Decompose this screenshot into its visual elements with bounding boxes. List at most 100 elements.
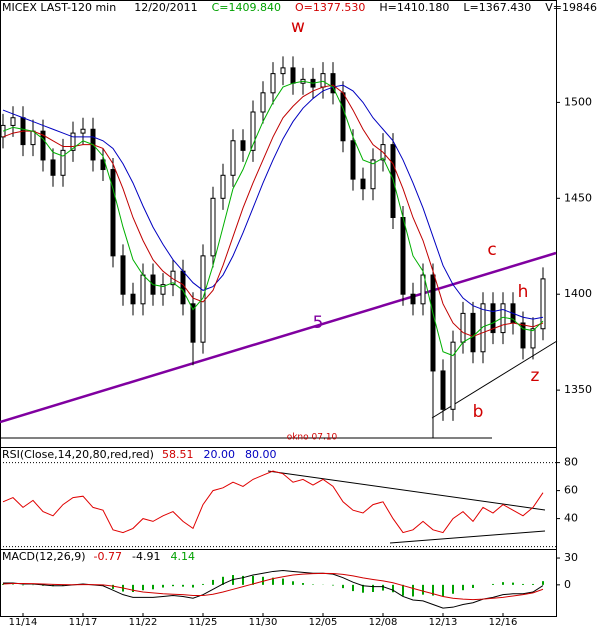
histogram-bar bbox=[302, 583, 304, 585]
y-tick-label: 60 bbox=[564, 484, 578, 497]
histogram-bar bbox=[252, 575, 254, 585]
candle-body bbox=[80, 128, 86, 134]
indicator-line bbox=[2, 470, 544, 534]
candle-body bbox=[420, 274, 426, 305]
header-value: 12/20/2011 bbox=[134, 1, 197, 14]
trend-line bbox=[0, 251, 557, 424]
histogram-bar bbox=[422, 584, 424, 595]
candle-body bbox=[50, 159, 56, 176]
x-tick-label: 11/17 bbox=[69, 617, 98, 628]
y-tick-label: 80 bbox=[564, 456, 578, 469]
candle-body bbox=[70, 132, 76, 151]
annotation: c bbox=[487, 240, 496, 260]
header-value: 4.14 bbox=[170, 550, 195, 563]
annotation: b bbox=[473, 402, 484, 422]
histogram-bar bbox=[142, 584, 144, 591]
histogram-bar bbox=[532, 583, 534, 585]
candle-body bbox=[340, 92, 346, 142]
candle-body bbox=[60, 149, 66, 176]
candle-body bbox=[190, 303, 196, 343]
candle-body bbox=[520, 322, 526, 349]
histogram-bar bbox=[472, 584, 474, 588]
histogram-bar bbox=[462, 584, 464, 591]
candle-body bbox=[180, 270, 186, 305]
x-tick-label: 12/05 bbox=[309, 617, 338, 628]
histogram-bar bbox=[292, 581, 294, 585]
histogram-bar bbox=[282, 578, 284, 585]
candle-body bbox=[540, 278, 546, 330]
header-value: 58.51 bbox=[162, 448, 194, 461]
histogram-bar bbox=[542, 581, 544, 585]
header-value: O=1377.530 bbox=[295, 1, 365, 14]
header-value: L=1367.430 bbox=[463, 1, 531, 14]
histogram-bar bbox=[112, 584, 114, 589]
header-value: 20.00 bbox=[203, 448, 235, 461]
annotation: w bbox=[291, 17, 305, 37]
candle-body bbox=[230, 140, 236, 176]
histogram-bar bbox=[382, 584, 384, 591]
histogram-bar bbox=[202, 583, 204, 585]
candle-body bbox=[40, 130, 46, 161]
histogram-bar bbox=[332, 584, 334, 586]
candle-body bbox=[470, 312, 476, 353]
candle-body bbox=[350, 140, 356, 180]
header-value: C=1409.840 bbox=[212, 1, 281, 14]
histogram-bar bbox=[442, 584, 444, 597]
x-tick-label: 11/14 bbox=[9, 617, 38, 628]
candle-body bbox=[140, 274, 146, 305]
histogram-bar bbox=[2, 583, 4, 585]
annotation: 5 bbox=[313, 313, 324, 333]
candle-body bbox=[10, 117, 16, 126]
moving-average bbox=[2, 84, 544, 320]
candle-body bbox=[250, 111, 256, 151]
candle-body bbox=[110, 169, 116, 257]
candle-body bbox=[450, 341, 456, 410]
header-value: 80.00 bbox=[245, 448, 277, 461]
candle-body bbox=[430, 274, 436, 372]
histogram-bar bbox=[502, 582, 504, 585]
candle-body bbox=[280, 67, 286, 75]
histogram-bar bbox=[432, 584, 434, 596]
histogram-bar bbox=[182, 584, 184, 587]
rsi-trend-line bbox=[389, 530, 546, 544]
candle-body bbox=[400, 216, 406, 295]
y-tick-label: 1400 bbox=[564, 287, 592, 300]
panel-title: MACD(12,26,9) bbox=[2, 550, 86, 563]
candle-body bbox=[360, 178, 366, 190]
candle-body bbox=[270, 73, 276, 94]
histogram-bar bbox=[152, 584, 154, 590]
y-tick-label: 40 bbox=[564, 512, 578, 525]
plot-frame bbox=[0, 0, 557, 617]
panel-title: RSI(Close,14,20,80,red,red) bbox=[2, 448, 154, 461]
candle-body bbox=[490, 303, 496, 334]
indicator-line bbox=[2, 572, 544, 601]
histogram-bar bbox=[512, 582, 514, 585]
histogram-bar bbox=[402, 584, 404, 596]
candle-body bbox=[370, 159, 376, 190]
candle-body bbox=[460, 312, 466, 343]
y-tick-label: 1500 bbox=[564, 95, 592, 108]
header-value: H=1410.180 bbox=[379, 1, 449, 14]
candle-body bbox=[480, 303, 486, 353]
histogram-bar bbox=[132, 584, 134, 592]
candle-body bbox=[120, 255, 126, 295]
moving-average bbox=[2, 80, 544, 357]
candle-body bbox=[440, 370, 446, 410]
histogram-bar bbox=[452, 584, 454, 594]
rsi-trend-line bbox=[267, 470, 546, 511]
histogram-bar bbox=[392, 584, 394, 593]
candle-body bbox=[530, 328, 536, 349]
candle-body bbox=[410, 293, 416, 305]
candle-body bbox=[330, 73, 336, 94]
histogram-bar bbox=[352, 584, 354, 592]
x-tick-label: 11/30 bbox=[249, 617, 278, 628]
y-tick-label: 1350 bbox=[564, 383, 592, 396]
candle-body bbox=[130, 293, 136, 305]
y-tick-label: 0 bbox=[564, 578, 571, 591]
histogram-bar bbox=[162, 584, 164, 588]
y-tick-label: 1450 bbox=[564, 191, 592, 204]
header-value: -0.77 bbox=[94, 550, 122, 563]
candle-body bbox=[220, 174, 226, 199]
candle-body bbox=[160, 284, 166, 295]
